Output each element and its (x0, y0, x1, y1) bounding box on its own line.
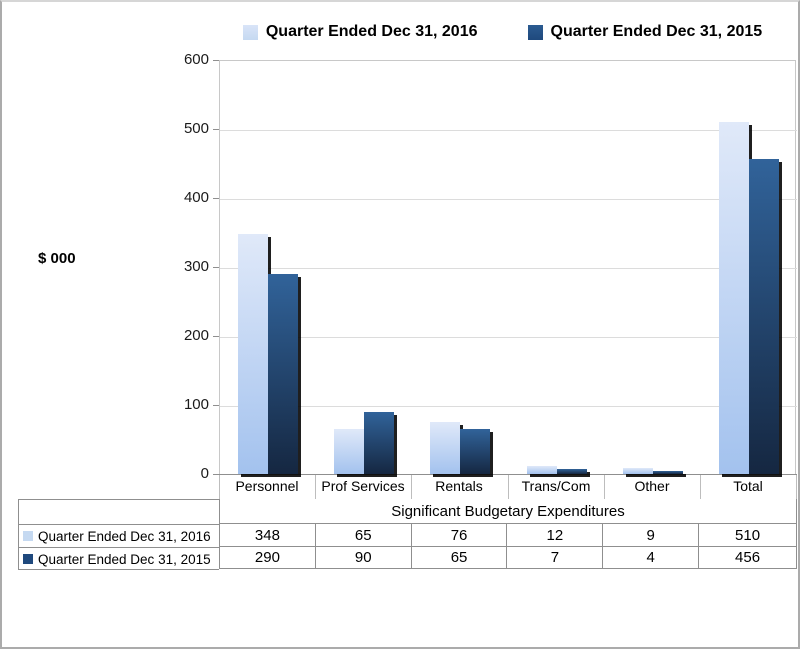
bar-2015-other (653, 471, 683, 474)
category-label: Trans/Com (521, 478, 591, 494)
bar-2016-other (623, 468, 653, 474)
x-axis-title: Significant Budgetary Expenditures (391, 503, 625, 520)
legend-item-2016: Quarter Ended Dec 31, 2016 (242, 23, 478, 41)
y-axis-title: $ 000 (38, 250, 76, 267)
table-cell: 7 (506, 547, 602, 568)
bar-2015-trans-com (557, 469, 587, 474)
category-separator (508, 475, 509, 499)
bar-2015-rentals (460, 429, 490, 474)
y-tick-mark (213, 474, 219, 475)
table-key-2016-icon (23, 531, 33, 541)
bar-2016-personnel (238, 234, 268, 474)
category-label: Personnel (235, 478, 299, 494)
legend-swatch-2015-icon (527, 24, 543, 40)
category-separator (219, 475, 220, 499)
y-tick-mark (213, 336, 219, 337)
x-axis-line (219, 474, 797, 475)
y-tick-label: 100 (183, 396, 209, 413)
table-cell: 90 (314, 547, 411, 568)
category-separator (411, 475, 412, 499)
y-tick-label: 500 (183, 120, 209, 137)
table-cell: 65 (314, 524, 411, 546)
table-cell: 510 (698, 524, 796, 546)
table-row-label-text-2015: Quarter Ended Dec 31, 2015 (38, 551, 211, 567)
y-tick-label: 600 (183, 51, 209, 68)
legend-label-2015: Quarter Ended Dec 31, 2015 (550, 23, 763, 40)
plot-area (219, 60, 797, 474)
bar-2016-prof-services (334, 429, 364, 474)
table-cell: 76 (410, 524, 507, 546)
y-tick-mark (213, 405, 219, 406)
bar-2015-prof-services (364, 412, 394, 474)
y-tick-mark (213, 60, 219, 61)
category-separator (796, 475, 797, 499)
gridline (220, 199, 797, 200)
y-tick-label: 200 (183, 327, 209, 344)
legend-item-2015: Quarter Ended Dec 31, 2015 (527, 23, 763, 41)
legend: Quarter Ended Dec 31, 2016 Quarter Ended… (209, 16, 796, 48)
table-cell: 290 (219, 547, 315, 568)
table-key-2015-icon (23, 554, 33, 564)
y-tick-label: 0 (200, 465, 209, 482)
bar-2016-total (719, 122, 749, 474)
gridline (220, 268, 797, 269)
bar-2016-trans-com (527, 466, 557, 474)
table-cell: 456 (698, 547, 796, 568)
y-tick-label: 400 (183, 189, 209, 206)
table-cell: 65 (410, 547, 507, 568)
table-cell: 9 (602, 524, 698, 546)
table-cell: 4 (602, 547, 698, 568)
table-row-2015: 290 90 65 7 4 456 (219, 546, 797, 569)
legend-swatch-2016-icon (242, 24, 258, 40)
bar-2016-rentals (430, 422, 460, 474)
table-cell: 348 (219, 524, 315, 546)
category-separator (604, 475, 605, 499)
table-row-label-2016: Quarter Ended Dec 31, 2016 (19, 524, 220, 547)
table-cell: 12 (506, 524, 602, 546)
category-label: Other (634, 478, 670, 494)
table-row-label-text-2016: Quarter Ended Dec 31, 2016 (38, 528, 211, 544)
legend-label-2016: Quarter Ended Dec 31, 2016 (265, 23, 478, 40)
category-label: Prof Services (321, 478, 405, 494)
bar-2015-total (749, 159, 779, 474)
x-axis-title-row: Significant Budgetary Expenditures (219, 499, 797, 524)
category-label: Rentals (435, 478, 483, 494)
gridline (220, 130, 797, 131)
gridline (220, 337, 797, 338)
y-tick-label: 300 (183, 258, 209, 275)
y-tick-mark (213, 198, 219, 199)
table-label-column: Quarter Ended Dec 31, 2016 Quarter Ended… (18, 499, 220, 570)
table-row-2016: 348 65 76 12 9 510 (219, 523, 797, 546)
bar-2015-personnel (268, 274, 298, 474)
table-row-label-2015: Quarter Ended Dec 31, 2015 (19, 547, 220, 570)
y-tick-mark (213, 129, 219, 130)
category-label: Total (733, 478, 763, 494)
y-tick-mark (213, 267, 219, 268)
gridline (220, 406, 797, 407)
category-separator (315, 475, 316, 499)
category-separator (700, 475, 701, 499)
